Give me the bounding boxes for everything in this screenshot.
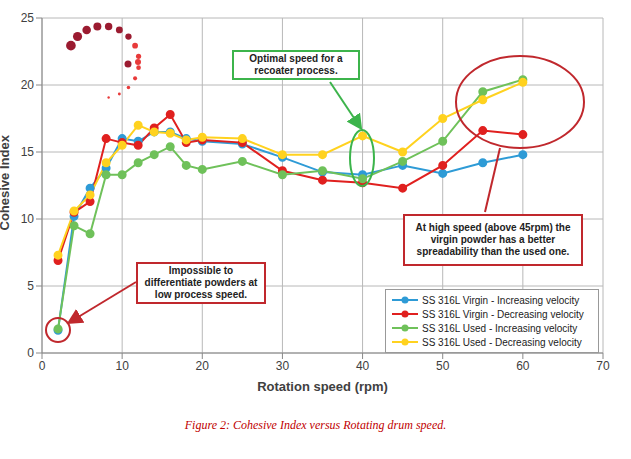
svg-text:15: 15 <box>21 145 35 159</box>
svg-text:25: 25 <box>21 11 35 25</box>
svg-text:40: 40 <box>356 359 370 373</box>
html-text:SS 316L Used - Increasing velo: SS 316L Used - Increasing velocity <box>422 322 578 334</box>
svg-text:10: 10 <box>115 359 129 373</box>
svg-text:Rotation speed (rpm): Rotation speed (rpm) <box>257 379 388 394</box>
svg-text:70: 70 <box>596 359 610 373</box>
svg-text:10: 10 <box>21 212 35 226</box>
svg-text:20: 20 <box>21 78 35 92</box>
html-text:Impossible to differentiate po: Impossible to differentiate powders at l… <box>144 265 258 300</box>
svg-text:5: 5 <box>27 279 34 293</box>
svg-text:60: 60 <box>516 359 530 373</box>
svg-text:20: 20 <box>196 359 210 373</box>
html-text:Figure 2: Cohesive Index versu: Figure 2: Cohesive Index versus Rotating… <box>184 418 447 432</box>
svg-text:30: 30 <box>276 359 290 373</box>
svg-text:50: 50 <box>436 359 450 373</box>
html-text:At high speed (above 45rpm) th: At high speed (above 45rpm) the virgin p… <box>415 222 571 257</box>
svg-text:0: 0 <box>27 346 34 360</box>
html-text:SS 316L Used - Decreasing velo: SS 316L Used - Decreasing velocity <box>422 336 582 348</box>
svg-text:Cohesive Index: Cohesive Index <box>8 134 12 230</box>
html-text:SS 316L Virgin - Increasing ve: SS 316L Virgin - Increasing velocity <box>422 294 580 306</box>
html-text:SS 316L Virgin - Decreasing ve: SS 316L Virgin - Decreasing velocity <box>422 308 584 320</box>
svg-text:0: 0 <box>39 359 46 373</box>
html-text:Optimal speed for a recoater p: Optimal speed for a recoater process. <box>249 53 343 76</box>
